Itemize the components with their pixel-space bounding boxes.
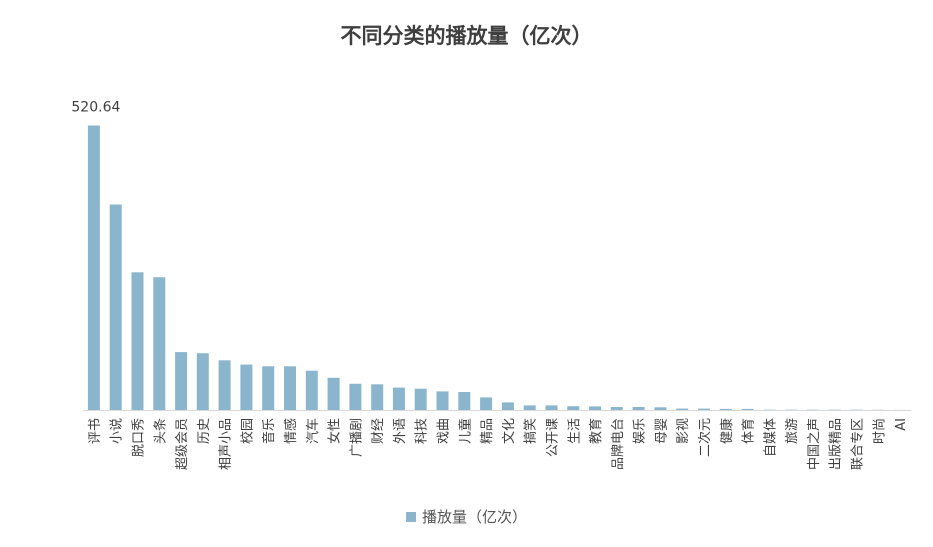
x-tick-label: 时尚: [872, 418, 887, 444]
bar-文化: [501, 402, 514, 410]
x-tick-label: 校园: [239, 418, 255, 444]
bar-评书: [87, 125, 100, 410]
x-tick-label: 脱口秀: [132, 418, 147, 457]
x-tick-label: 小说: [110, 418, 125, 444]
bar-二次元: [698, 408, 710, 410]
x-tick-label: 超级会员: [175, 418, 190, 470]
bar-女性: [327, 377, 340, 410]
bar-汽车: [305, 370, 318, 410]
x-tick-label: 情感: [283, 418, 299, 444]
x-tick-label: 旅游: [785, 418, 800, 444]
bar-脱口秀: [131, 272, 144, 410]
legend: 播放量（亿次）: [0, 506, 933, 527]
x-tick-label: 教育: [588, 418, 604, 444]
bar-财经: [371, 384, 384, 410]
x-tick-label: 自媒体: [763, 418, 778, 457]
bar-儿童: [458, 392, 471, 410]
x-tick-labels: 评书 小说 脱口秀 头条 超级会员 历史 相声小品 校园 音乐 情感 汽车 女性 广播剧 财经 外语 科技 戏曲…: [88, 418, 909, 470]
x-tick-label: 广播剧: [349, 418, 364, 457]
chart-title: 不同分类的播放量（亿次）: [340, 24, 593, 48]
bar-情感: [284, 366, 296, 410]
x-tick-label: 二次元: [697, 418, 713, 457]
x-tick-label: 健康: [719, 418, 735, 444]
x-tick-label: 戏曲: [437, 418, 452, 444]
bar-相声小品: [218, 360, 231, 410]
x-tick-label: 相声小品: [219, 418, 234, 470]
x-tick-label: 科技: [415, 418, 430, 444]
x-tick-label: 汽车: [305, 418, 321, 444]
bar-生活: [567, 406, 580, 410]
x-tick-label: 出版精品: [829, 418, 844, 470]
x-tick-label: 财经: [371, 418, 386, 444]
x-tick-label: 影视: [676, 418, 691, 444]
bar-母婴: [654, 407, 667, 410]
x-tick-label: 儿童: [457, 418, 473, 444]
x-tick-label: 娱乐: [633, 418, 648, 444]
bar-教育: [589, 406, 602, 410]
x-tick-label: 生活: [567, 418, 582, 444]
bar-公开课: [545, 405, 558, 410]
bar-广播剧: [349, 383, 362, 410]
bar-超级会员: [175, 352, 188, 410]
bar-校园: [240, 364, 253, 410]
bar-戏曲: [436, 391, 449, 410]
x-tick-label: 品牌电台: [610, 418, 626, 470]
legend-swatch: [405, 511, 416, 522]
bar-品牌电台: [610, 407, 623, 410]
x-tick-label: 精品: [480, 418, 495, 444]
bar-音乐: [262, 366, 275, 410]
x-tick-label: 评书: [88, 418, 103, 444]
x-tick-label: 文化: [502, 418, 517, 444]
bar-精品: [480, 397, 493, 410]
bar-科技: [414, 388, 427, 410]
x-tick-label: 母婴: [654, 418, 669, 444]
legend-label: 播放量（亿次）: [421, 508, 527, 526]
bar-健康: [719, 408, 732, 410]
x-tick-label: 头条: [152, 418, 168, 444]
x-tick-label: 女性: [327, 418, 343, 444]
bars-group: [87, 125, 907, 410]
x-tick-label: 公开课: [546, 418, 561, 457]
x-tick-label: 体育: [741, 418, 757, 444]
bar-搞笑: [523, 405, 536, 410]
x-tick-label: 历史: [197, 418, 212, 444]
x-tick-label: AI: [894, 418, 909, 431]
bar-外语: [392, 387, 405, 410]
bar-体育: [741, 408, 754, 410]
x-tick-label: 音乐: [261, 418, 277, 444]
bar-娱乐: [632, 407, 645, 410]
bar-历史: [196, 353, 209, 410]
x-tick-label: 联合专区: [851, 418, 866, 470]
x-tick-label: 搞笑: [523, 418, 539, 444]
data-labels: 520.64: [71, 100, 120, 116]
x-tick-label: 外语: [393, 418, 408, 444]
bar-小说: [109, 204, 122, 410]
bar-头条: [153, 277, 166, 410]
bar-影视: [676, 408, 689, 410]
data-label: 520.64: [71, 100, 120, 116]
x-tick-label: 中国之声: [807, 418, 822, 470]
